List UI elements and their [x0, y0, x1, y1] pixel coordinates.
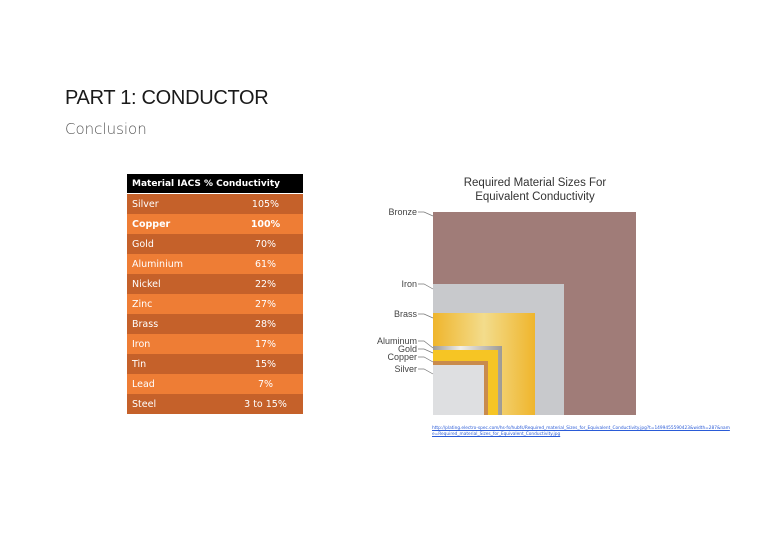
material-cell: Silver	[127, 193, 228, 214]
label-silver: Silver	[394, 364, 417, 374]
table-row: Gold 70%	[127, 234, 303, 254]
material-cell: Gold	[127, 234, 228, 254]
value-cell: 17%	[228, 334, 303, 354]
label-aluminum: Aluminum	[376, 336, 417, 346]
diagram-title-line1: Required Material Sizes For	[463, 177, 607, 189]
table-row: Brass 28%	[127, 314, 303, 334]
label-gold: Gold	[397, 344, 417, 354]
table-row: Zinc 27%	[127, 294, 303, 314]
material-cell: Steel	[127, 394, 228, 414]
value-cell: 22%	[228, 274, 303, 294]
value-cell: 100%	[228, 214, 303, 234]
table-row: Iron 17%	[127, 334, 303, 354]
diagram-title-line2: Equivalent Conductivity	[475, 191, 595, 203]
slide-title: PART 1: CONDUCTOR	[65, 87, 269, 109]
label-bronze: Bronze	[388, 207, 417, 217]
material-cell: Iron	[127, 334, 228, 354]
material-cell: Zinc	[127, 294, 228, 314]
source-link[interactable]: http://plating.electro-spec.com/hs-fs/hu…	[432, 426, 730, 437]
value-cell: 3 to 15%	[228, 394, 303, 414]
value-cell: 27%	[228, 294, 303, 314]
table-row: Tin 15%	[127, 354, 303, 374]
slide-subtitle: Conclusion	[65, 120, 147, 138]
value-cell: 7%	[228, 374, 303, 394]
silver-square	[433, 365, 484, 415]
value-cell: 61%	[228, 254, 303, 274]
material-cell: Lead	[127, 374, 228, 394]
label-brass: Brass	[393, 309, 417, 319]
label-copper: Copper	[387, 352, 417, 362]
table-row: Silver 105%	[127, 193, 303, 214]
table-row: Aluminium 61%	[127, 254, 303, 274]
conductivity-table: Material IACS % Conductivity Silver 105% …	[127, 174, 303, 414]
table-header: Material IACS % Conductivity	[127, 174, 303, 194]
table-row: Nickel 22%	[127, 274, 303, 294]
diagram-title: Required Material Sizes For Equivalent C…	[430, 176, 640, 204]
material-cell: Aluminium	[127, 254, 228, 274]
value-cell: 105%	[228, 193, 303, 214]
table-row: Copper 100%	[127, 214, 303, 234]
material-cell: Copper	[127, 214, 228, 234]
value-cell: 28%	[228, 314, 303, 334]
material-cell: Nickel	[127, 274, 228, 294]
material-cell: Brass	[127, 314, 228, 334]
value-cell: 15%	[228, 354, 303, 374]
material-cell: Tin	[127, 354, 228, 374]
table-row: Lead 7%	[127, 374, 303, 394]
value-cell: 70%	[228, 234, 303, 254]
table-row: Steel 3 to 15%	[127, 394, 303, 414]
label-iron: Iron	[401, 279, 417, 289]
